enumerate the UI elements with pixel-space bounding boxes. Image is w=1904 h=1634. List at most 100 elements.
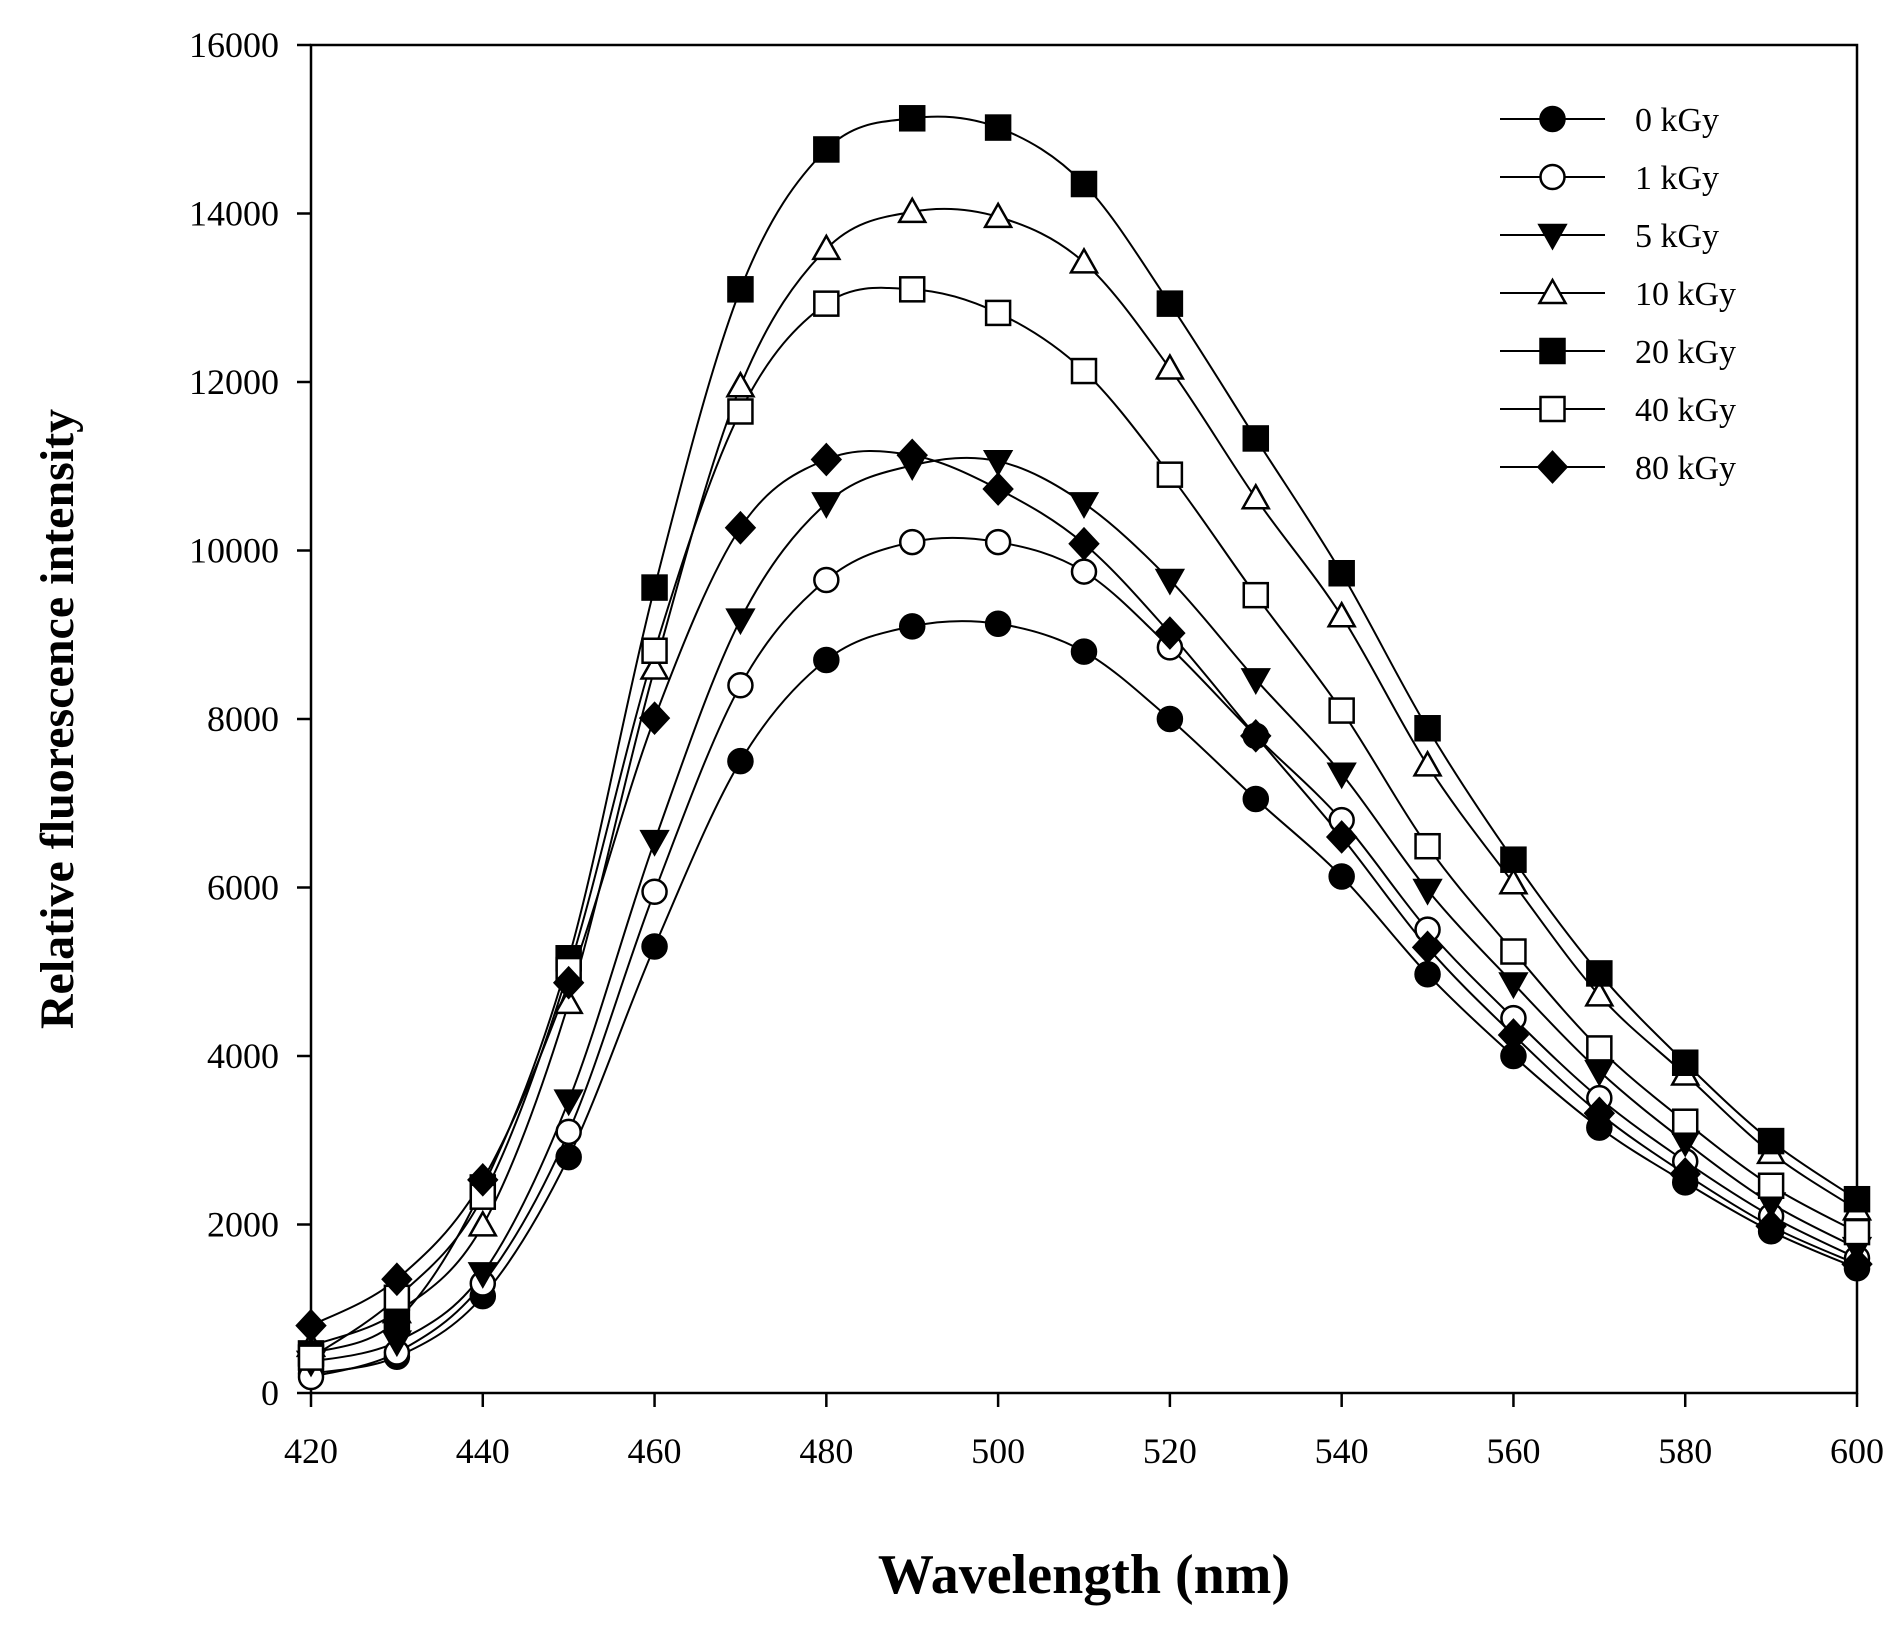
data-point-5-kgy bbox=[467, 1262, 498, 1289]
data-point-40-kgy bbox=[1070, 357, 1098, 385]
data-point-10-kgy bbox=[725, 370, 756, 398]
data-point-20-kgy bbox=[1671, 1049, 1699, 1076]
legend-label: 1 kGy bbox=[1635, 160, 1719, 197]
data-point-10-kgy bbox=[1412, 749, 1443, 777]
data-point-40-kgy bbox=[813, 290, 840, 317]
data-point-0-kgy bbox=[555, 1143, 582, 1171]
data-point-5-kgy bbox=[553, 1089, 584, 1117]
data-point-80-kgy bbox=[1583, 1096, 1616, 1131]
data-point-1-kgy bbox=[1070, 558, 1098, 585]
series-points-80-kgy bbox=[295, 438, 1873, 1343]
y-tick-label: 8000 bbox=[207, 699, 279, 739]
data-point-80-kgy bbox=[381, 1262, 413, 1297]
data-point-10-kgy bbox=[897, 196, 928, 224]
x-tick-label: 480 bbox=[799, 1431, 853, 1471]
x-tick-label: 600 bbox=[1830, 1431, 1884, 1471]
legend-label: 40 kGy bbox=[1635, 392, 1736, 429]
legend-marker bbox=[1539, 163, 1566, 191]
data-point-80-kgy bbox=[1841, 1247, 1873, 1281]
data-point-20-kgy bbox=[641, 574, 668, 601]
data-point-10-kgy bbox=[1498, 867, 1529, 895]
data-point-10-kgy bbox=[1154, 352, 1186, 380]
x-tick-label: 560 bbox=[1486, 1431, 1540, 1471]
legend-entry-5-kgy: 5 kGy bbox=[1500, 218, 1719, 255]
data-point-40-kgy bbox=[1757, 1172, 1785, 1199]
data-point-20-kgy bbox=[1843, 1185, 1871, 1213]
data-point-40-kgy bbox=[1586, 1035, 1613, 1062]
legend-entry-80-kgy: 80 kGy bbox=[1500, 450, 1736, 487]
data-point-20-kgy bbox=[727, 276, 754, 303]
data-point-20-kgy bbox=[898, 105, 926, 132]
data-point-1-kgy bbox=[898, 528, 926, 556]
data-point-10-kgy bbox=[1584, 979, 1615, 1007]
data-point-20-kgy bbox=[813, 136, 840, 163]
legend-marker bbox=[1539, 395, 1566, 423]
data-point-5-kgy bbox=[1326, 762, 1357, 790]
series-points-20-kgy bbox=[297, 105, 1871, 1367]
data-point-80-kgy bbox=[1497, 1018, 1530, 1052]
data-point-5-kgy bbox=[982, 449, 1014, 477]
legend-label: 0 kGy bbox=[1635, 102, 1719, 139]
data-point-40-kgy bbox=[1500, 938, 1527, 965]
data-point-20-kgy bbox=[1070, 170, 1098, 198]
data-point-80-kgy bbox=[552, 965, 585, 1000]
data-point-1-kgy bbox=[727, 672, 754, 699]
legend-entry-20-kgy: 20 kGy bbox=[1500, 334, 1736, 371]
data-point-10-kgy bbox=[982, 201, 1014, 229]
data-point-10-kgy bbox=[811, 233, 842, 261]
data-point-40-kgy bbox=[1843, 1218, 1871, 1246]
data-point-20-kgy bbox=[1414, 715, 1441, 742]
data-point-0-kgy bbox=[898, 613, 926, 640]
data-point-5-kgy bbox=[725, 608, 756, 636]
data-point-5-kgy bbox=[1498, 972, 1529, 1000]
data-point-0-kgy bbox=[727, 747, 754, 775]
y-tick-label: 2000 bbox=[207, 1205, 279, 1245]
data-point-40-kgy bbox=[1414, 832, 1441, 860]
data-point-80-kgy bbox=[638, 701, 671, 735]
legend-entry-1-kgy: 1 kGy bbox=[1500, 160, 1719, 197]
x-tick-label: 580 bbox=[1658, 1431, 1712, 1471]
data-point-5-kgy bbox=[811, 492, 842, 519]
data-point-0-kgy bbox=[813, 646, 840, 674]
data-point-20-kgy bbox=[1328, 559, 1355, 587]
data-point-20-kgy bbox=[1757, 1127, 1785, 1155]
data-point-1-kgy bbox=[984, 528, 1012, 556]
data-point-40-kgy bbox=[1328, 697, 1355, 724]
data-point-20-kgy bbox=[1242, 425, 1270, 452]
legend-entry-10-kgy: 10 kGy bbox=[1500, 276, 1736, 313]
legend: 0 kGy 1 kGy 5 kGy 10 kGy 20 kGy 40 kGy 80 kGy bbox=[1500, 102, 1736, 487]
x-axis-title: Wavelength (nm) bbox=[878, 1544, 1290, 1606]
data-point-80-kgy bbox=[896, 438, 928, 473]
data-point-40-kgy bbox=[898, 276, 926, 303]
legend-label: 10 kGy bbox=[1635, 276, 1736, 313]
y-tick-label: 12000 bbox=[189, 362, 279, 402]
data-point-0-kgy bbox=[1328, 863, 1355, 890]
data-point-5-kgy bbox=[1068, 492, 1100, 519]
series-layer bbox=[295, 105, 1873, 1391]
data-point-0-kgy bbox=[1070, 638, 1098, 665]
data-point-80-kgy bbox=[1411, 930, 1444, 965]
data-point-80-kgy bbox=[1068, 526, 1100, 561]
data-point-0-kgy bbox=[1414, 961, 1441, 988]
legend-marker bbox=[1537, 277, 1568, 305]
y-tick-label: 10000 bbox=[189, 531, 279, 571]
legend-entry-40-kgy: 40 kGy bbox=[1500, 392, 1736, 429]
data-point-20-kgy bbox=[383, 1307, 411, 1334]
data-point-80-kgy bbox=[1240, 719, 1272, 753]
data-point-40-kgy bbox=[297, 1344, 325, 1371]
data-point-80-kgy bbox=[810, 442, 843, 477]
y-axis-title: Relative fluorescence intensity bbox=[31, 409, 84, 1029]
data-point-1-kgy bbox=[641, 878, 668, 905]
data-point-40-kgy bbox=[727, 398, 754, 425]
data-point-40-kgy bbox=[1671, 1108, 1699, 1135]
y-tick-label: 16000 bbox=[189, 25, 279, 65]
legend-entry-0-kgy: 0 kGy bbox=[1500, 102, 1719, 139]
y-tick-label: 6000 bbox=[207, 868, 279, 908]
legend-marker bbox=[1539, 337, 1566, 365]
data-point-40-kgy bbox=[641, 637, 668, 665]
data-point-20-kgy bbox=[1156, 290, 1184, 317]
data-point-5-kgy bbox=[1240, 668, 1271, 695]
y-tick-label: 0 bbox=[261, 1373, 279, 1413]
data-point-20-kgy bbox=[1500, 846, 1527, 873]
